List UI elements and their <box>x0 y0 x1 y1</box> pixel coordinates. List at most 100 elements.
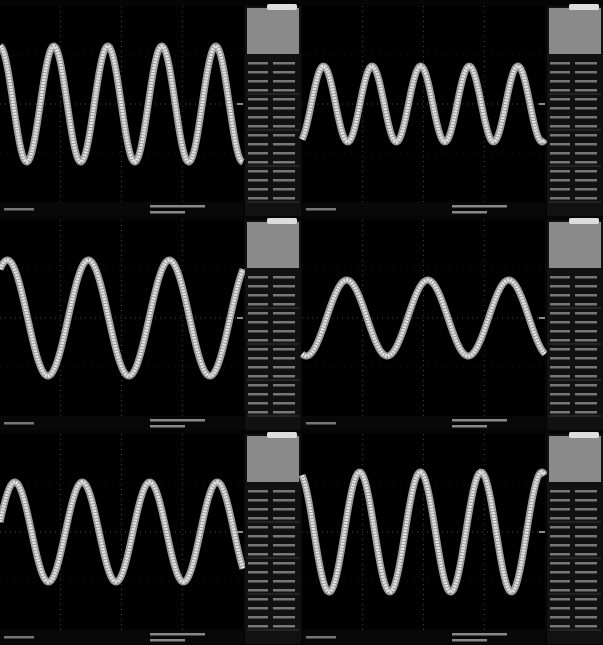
menu-readout <box>550 375 570 378</box>
menu-readout <box>550 402 570 405</box>
status-readout <box>452 205 507 208</box>
menu-readout <box>248 89 268 92</box>
menu-readout <box>550 571 570 574</box>
menu-readout <box>248 589 268 592</box>
menu-readout <box>248 116 268 119</box>
status-readout <box>150 639 185 642</box>
menu-readout <box>550 107 570 110</box>
menu-readout <box>248 357 268 360</box>
menu-readout <box>550 80 570 83</box>
menu-readout <box>248 80 268 83</box>
menu-readout <box>273 294 295 297</box>
menu-readout <box>248 393 268 396</box>
menu-readout <box>248 197 268 200</box>
menu-tab <box>267 4 297 10</box>
menu-readout <box>550 607 570 610</box>
status-readout <box>306 208 336 211</box>
menu-readout <box>575 499 597 502</box>
menu-readout <box>575 197 597 200</box>
menu-readout <box>248 188 268 191</box>
menu-readout <box>273 89 295 92</box>
menu-readout <box>273 321 295 324</box>
menu-readout <box>273 384 295 387</box>
menu-readout <box>273 544 295 547</box>
menu-readout <box>575 161 597 164</box>
menu-readout <box>575 393 597 396</box>
status-strip <box>302 630 545 644</box>
status-readout <box>452 639 487 642</box>
menu-readout <box>273 276 295 279</box>
menu-readout <box>273 116 295 119</box>
menu-readout <box>550 393 570 396</box>
menu-readout <box>550 535 570 538</box>
menu-readout <box>550 303 570 306</box>
menu-readout <box>575 276 597 279</box>
menu-readout <box>248 134 268 137</box>
menu-readout <box>273 526 295 529</box>
menu-readout <box>248 294 268 297</box>
menu-readout <box>575 625 597 628</box>
menu-readout <box>550 499 570 502</box>
menu-readout <box>273 188 295 191</box>
status-readout <box>452 419 507 422</box>
menu-readout <box>575 375 597 378</box>
menu-readout <box>550 285 570 288</box>
status-readout <box>306 422 336 425</box>
scope-panel <box>0 4 301 216</box>
menu-readout <box>248 562 268 565</box>
menu-readout <box>248 553 268 556</box>
menu-tab <box>267 432 297 438</box>
menu-readout <box>273 143 295 146</box>
menu-readout <box>550 562 570 565</box>
page: (() => { const data = JSON.parse(documen… <box>0 0 603 645</box>
status-readout <box>150 419 205 422</box>
menu-readout <box>273 517 295 520</box>
menu-readout <box>575 125 597 128</box>
menu-readout <box>248 384 268 387</box>
menu-readout <box>550 490 570 493</box>
menu-header <box>247 222 299 268</box>
menu-readout <box>575 152 597 155</box>
scope-panel <box>302 432 603 644</box>
menu-readout <box>575 330 597 333</box>
menu-readout <box>248 107 268 110</box>
menu-readout <box>575 303 597 306</box>
menu-readout <box>575 411 597 414</box>
menu-readout <box>273 562 295 565</box>
menu-readout <box>273 393 295 396</box>
menu-readout <box>248 170 268 173</box>
menu-readout <box>550 294 570 297</box>
menu-readout <box>550 312 570 315</box>
menu-readout <box>248 499 268 502</box>
status-strip <box>302 416 545 430</box>
menu-readout <box>550 517 570 520</box>
menu-readout <box>575 134 597 137</box>
menu-readout <box>273 616 295 619</box>
menu-readout <box>273 98 295 101</box>
menu-readout <box>273 508 295 511</box>
menu-readout <box>248 598 268 601</box>
menu-readout <box>248 375 268 378</box>
menu-readout <box>248 366 268 369</box>
menu-readout <box>273 312 295 315</box>
menu-readout <box>550 625 570 628</box>
menu-readout <box>575 384 597 387</box>
menu-readout <box>273 411 295 414</box>
scope-panel <box>0 432 301 644</box>
menu-header <box>549 222 601 268</box>
menu-tab <box>267 218 297 224</box>
menu-readout <box>248 285 268 288</box>
menu-readout <box>248 508 268 511</box>
menu-readout <box>248 303 268 306</box>
menu-readout <box>575 71 597 74</box>
status-readout <box>306 636 336 639</box>
status-readout <box>452 211 487 214</box>
menu-readout <box>273 357 295 360</box>
menu-readout <box>248 625 268 628</box>
menu-readout <box>273 589 295 592</box>
menu-readout <box>550 384 570 387</box>
menu-readout <box>575 544 597 547</box>
menu-readout <box>575 553 597 556</box>
menu-readout <box>550 589 570 592</box>
menu-readout <box>248 152 268 155</box>
